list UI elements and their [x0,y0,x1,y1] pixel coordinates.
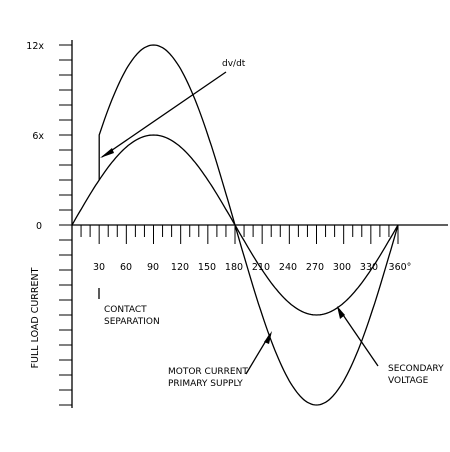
contact-label-line1: CONTACT [104,305,147,315]
x-tick-label-180: 180 [225,262,243,273]
secondary-arrowhead [337,306,345,319]
annotation-dvdt: dv/dt [100,59,246,158]
contact-label-line2: SEPARATION [104,317,160,327]
axes [71,40,448,408]
annotation-motor-current: MOTOR CURRENT PRIMARY SUPPLY [168,331,272,389]
secondary-label-line2: VOLTAGE [388,376,429,386]
y-ticks [59,44,72,406]
x-tick-labels: 30 60 90 120 150 180 210 240 270 300 330… [93,262,411,273]
x-tick-label-330: 330 [360,262,378,273]
x-tick-label-60: 60 [120,262,132,273]
y-tick-label-0: 0 [36,221,42,232]
series-motor-current [98,44,399,406]
y-tick-labels: 12x 6x 0 [26,41,44,232]
series-secondary-voltage [71,134,399,316]
y-tick-label-6: 6x [32,131,44,142]
x-tick-label-30: 30 [93,262,105,273]
x-tick-label-90: 90 [147,262,159,273]
y-axis-title: FULL LOAD CURRENT [30,267,41,368]
secondary-pointer-line [338,308,379,367]
x-tick-label-150: 150 [198,262,216,273]
x-ticks [80,225,399,244]
motor-label-line2: PRIMARY SUPPLY [168,379,243,389]
y-tick-label-12: 12x [26,41,44,52]
x-tick-label-360: 360° [389,262,412,273]
motor-arrowhead [264,331,272,344]
x-tick-label-300: 300 [333,262,351,273]
annotation-secondary-voltage: SECONDARY VOLTAGE [337,306,444,386]
dvdt-arrowhead [100,148,114,158]
x-tick-label-120: 120 [171,262,189,273]
dvdt-pointer-line [101,71,227,158]
x-tick-label-270: 270 [306,262,324,273]
secondary-label-line1: SECONDARY [388,364,444,374]
annotation-contact-separation: CONTACT SEPARATION [98,288,160,327]
dvdt-label: dv/dt [222,59,246,69]
motor-label-line1: MOTOR CURRENT [168,367,248,377]
x-tick-label-240: 240 [279,262,297,273]
